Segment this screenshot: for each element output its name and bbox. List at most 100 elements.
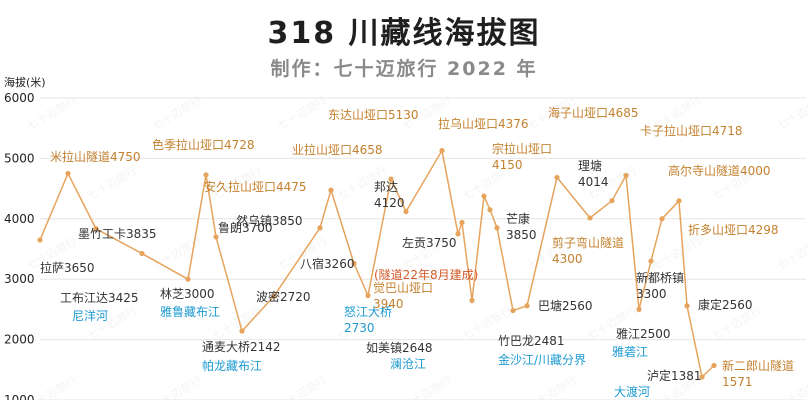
data-point bbox=[271, 293, 277, 299]
data-point bbox=[524, 303, 530, 309]
data-point bbox=[487, 207, 493, 213]
y-tick-label: 6000 bbox=[4, 91, 35, 105]
watermark-text: 七十迈旅行 bbox=[525, 373, 580, 400]
data-label: 通麦大桥2142 bbox=[202, 340, 281, 354]
data-point bbox=[403, 208, 409, 215]
data-label: 如美镇2648 bbox=[366, 340, 433, 355]
watermark-text: 七十迈旅行 bbox=[775, 93, 808, 133]
data-point bbox=[699, 374, 705, 380]
data-point bbox=[684, 303, 690, 309]
data-label: 林芝3000 bbox=[160, 286, 215, 301]
y-axis-label: 海拔(米) bbox=[4, 75, 46, 89]
data-point bbox=[609, 198, 615, 204]
data-label: 鲁朗3700 bbox=[218, 221, 273, 235]
annotation-label: (隧道22年8月建成) bbox=[374, 267, 478, 282]
chart-subtitle: 制作：七十迈旅行 2022 年 bbox=[270, 58, 538, 80]
data-label: 左贡3750 bbox=[402, 235, 457, 250]
data-label: 邦达 4120 bbox=[374, 180, 405, 210]
watermark-text: 七十迈旅行 bbox=[85, 163, 140, 203]
data-label: 八宿3260 bbox=[300, 256, 355, 271]
data-point bbox=[37, 237, 43, 243]
data-point bbox=[648, 258, 654, 264]
data-label: 色季拉山垭口4728 bbox=[152, 137, 255, 152]
annotation-label: 金沙江/川藏分界 bbox=[498, 352, 586, 367]
data-label: 芒康 3850 bbox=[506, 211, 537, 242]
y-tick-label: 1000 bbox=[4, 393, 35, 400]
data-label: 工布江达3425 bbox=[60, 291, 139, 305]
watermark-text: 七十迈旅行 bbox=[150, 233, 205, 273]
watermark-text: 七十迈旅行 bbox=[150, 373, 205, 400]
data-label: 康定2560 bbox=[698, 297, 753, 312]
data-label: 新都桥镇 3300 bbox=[636, 270, 684, 301]
data-point bbox=[93, 226, 99, 232]
watermark-text: 七十迈旅行 bbox=[650, 233, 705, 273]
data-point bbox=[494, 225, 500, 231]
data-point bbox=[185, 276, 191, 282]
annotation-label: 雅砻江 bbox=[612, 344, 648, 359]
data-label: 卡子拉山垭口4718 bbox=[640, 123, 743, 138]
data-label: 巴塘2560 bbox=[538, 298, 593, 313]
data-point bbox=[469, 297, 475, 304]
grid-lines bbox=[40, 97, 806, 400]
data-label: 然乌镇3850 bbox=[236, 213, 303, 228]
data-point bbox=[139, 250, 145, 257]
data-label: 米拉山隧道4750 bbox=[50, 149, 141, 164]
y-axis: 1000 2000 3000 4000 5000 6000 海拔(米) bbox=[4, 75, 46, 400]
data-label: 雅江2500 bbox=[616, 326, 671, 341]
data-label: 剪子弯山隧道 4300 bbox=[552, 235, 624, 266]
data-label: 墨竹工卡3835 bbox=[78, 227, 157, 241]
data-label: 拉乌山垭口4376 bbox=[438, 116, 529, 131]
annotation-label: 帕龙藏布江 bbox=[202, 358, 262, 373]
data-point bbox=[711, 362, 717, 369]
data-point bbox=[203, 172, 209, 178]
annotation-label: 尼洋河 bbox=[72, 308, 108, 323]
chart-title: 318 川藏线海拔图 bbox=[267, 16, 541, 51]
data-label: 泸定1381 bbox=[647, 368, 702, 383]
data-label: 新二郎山隧道 1571 bbox=[722, 358, 794, 389]
watermark-text: 七十迈旅行 bbox=[275, 93, 330, 133]
data-point bbox=[636, 306, 642, 312]
data-label: 觉巴山垭口 3940 bbox=[373, 281, 433, 311]
data-point bbox=[213, 234, 219, 240]
data-point bbox=[659, 216, 665, 222]
y-tick-label: 2000 bbox=[4, 333, 35, 347]
data-label: 折多山垭口4298 bbox=[688, 222, 779, 237]
data-point bbox=[587, 215, 593, 221]
data-point bbox=[239, 328, 245, 334]
data-point bbox=[439, 147, 445, 154]
annotation-label: 雅鲁藏布江 bbox=[160, 304, 220, 319]
data-labels: 拉萨3650 米拉山隧道4750 墨竹工卡3835 工布江达3425 林芝3000 色季拉… bbox=[40, 105, 794, 389]
data-point bbox=[455, 231, 461, 237]
data-label: 竹巴龙2481 bbox=[498, 334, 565, 348]
data-point bbox=[365, 292, 371, 299]
annotation-label: 澜沧江 bbox=[390, 356, 426, 371]
data-point bbox=[328, 187, 334, 193]
watermark-text: 七十迈旅行 bbox=[775, 373, 808, 400]
data-label: 安久拉山垭口4475 bbox=[204, 179, 307, 194]
data-label: 拉萨3650 bbox=[40, 260, 95, 275]
data-point bbox=[623, 172, 629, 179]
watermark-text: 七十迈旅行 bbox=[400, 373, 455, 400]
data-point bbox=[510, 307, 516, 314]
data-points bbox=[37, 147, 717, 380]
data-label: 海子山垭口4685 bbox=[548, 105, 639, 120]
data-label: 宗拉山垭口 4150 bbox=[492, 141, 552, 172]
data-point bbox=[481, 193, 487, 199]
data-point bbox=[459, 219, 465, 226]
data-label: 怒江大桥 2730 bbox=[344, 304, 392, 335]
y-tick-label: 5000 bbox=[4, 151, 35, 165]
data-point bbox=[317, 225, 323, 231]
data-point bbox=[65, 170, 71, 177]
watermark-text: 七十迈旅行 bbox=[775, 233, 808, 273]
y-tick-label: 4000 bbox=[4, 212, 35, 226]
watermark-text: 七十迈旅行 bbox=[275, 373, 330, 400]
data-point bbox=[554, 174, 560, 181]
data-point bbox=[676, 198, 682, 204]
data-label: 业拉山垭口4658 bbox=[292, 142, 383, 157]
data-label: 理塘 4014 bbox=[578, 158, 609, 189]
data-label: 高尔寺山隧道4000 bbox=[668, 163, 771, 178]
y-tick-label: 3000 bbox=[4, 272, 35, 286]
data-label: 东达山垭口5130 bbox=[328, 108, 419, 122]
